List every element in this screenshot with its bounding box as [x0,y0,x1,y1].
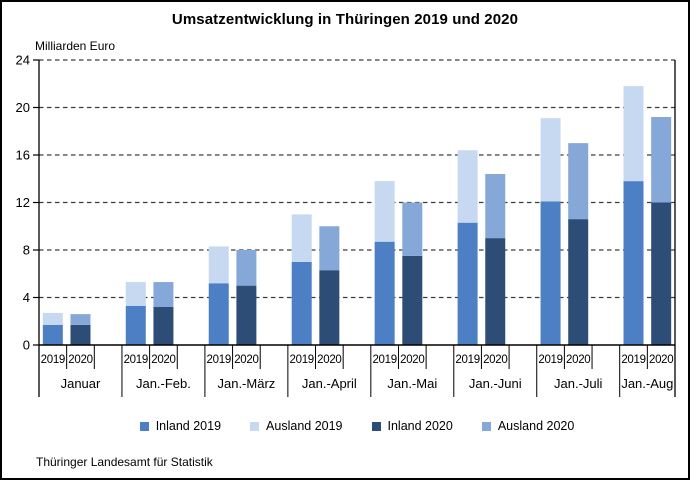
bar-segment-inland-2019-Jan.-Feb. [125,305,146,345]
bar-segment-inland-2020-Jan.-Mai [402,255,423,345]
legend-label: Ausland 2019 [266,419,343,433]
year-label-2019-Jan.-Feb.: 2019 [124,354,148,366]
bar-segment-inland-2019-Jan.-April [291,261,312,345]
bar-segment-inland-2020-Jan.-April [319,270,340,345]
bar-segment-inland-2019-Jan.-Juli [540,201,561,345]
legend: Inland 2019 Ausland 2019 Inland 2020 Aus… [39,419,675,433]
legend-swatch-ausland-2019-icon [250,421,260,431]
bar-segment-inland-2020-Jan.-Juli [568,219,589,345]
bar-segment-inland-2020-Jan.-Aug [651,202,672,345]
legend-swatch-inland-2019-icon [139,421,149,431]
y-tick-label-20: 20 [16,100,30,115]
y-axis-unit-label: Milliarden Euro [35,39,116,53]
bar-segment-ausland-2020-Jan.-Mai [402,202,423,256]
year-label-2020-Jan.-Juli: 2020 [566,354,590,366]
year-label-2019-Januar: 2019 [41,354,65,366]
y-tick-label-24: 24 [16,53,30,68]
category-label-Jan.-Juni: Jan.-Juni [469,376,522,391]
y-tick-label-4: 4 [23,290,30,305]
year-label-2020-Jan.-Juni: 2020 [483,354,507,366]
bar-segment-ausland-2019-Jan.-Feb. [125,282,146,306]
legend-item-ausland-2020: Ausland 2020 [481,419,575,433]
y-tick-label-8: 8 [23,243,30,258]
bar-segment-ausland-2019-Jan.-Juli [540,118,561,202]
year-label-2019-Jan.-Aug: 2019 [621,354,645,366]
legend-item-inland-2019: Inland 2019 [139,419,222,433]
year-label-2019-Jan.-März: 2019 [207,354,231,366]
category-label-Januar: Januar [61,376,101,391]
bar-segment-inland-2020-Januar [70,324,91,345]
bar-segment-ausland-2020-Jan.-April [319,226,340,271]
legend-label: Ausland 2020 [497,419,575,433]
bar-segment-ausland-2019-Januar [42,312,63,325]
year-label-2020-Jan.-Aug: 2020 [649,354,673,366]
year-label-2019-Jan.-Juni: 2019 [455,354,479,366]
bar-segment-ausland-2019-Jan.-Juni [457,150,478,223]
y-tick-label-0: 0 [23,338,30,353]
y-tick-label-12: 12 [16,195,30,210]
bar-segment-inland-2020-Jan.-Juni [485,238,506,345]
year-label-2020-Jan.-April: 2020 [317,354,341,366]
source-note: Thüringer Landesamt für Statistik [36,455,213,469]
legend-item-ausland-2019: Ausland 2019 [250,419,343,433]
bar-segment-inland-2019-Jan.-Mai [374,241,395,345]
bar-segment-ausland-2020-Januar [70,314,91,325]
category-label-Jan.-März: Jan.-März [217,376,275,391]
bar-segment-ausland-2019-Jan.-März [208,246,229,284]
bar-segment-inland-2020-Jan.-Feb. [153,307,174,345]
year-label-2019-Jan.-Juli: 2019 [538,354,562,366]
bar-segment-ausland-2020-Jan.-März [236,250,257,286]
legend-item-inland-2020: Inland 2020 [371,419,453,433]
bar-segment-ausland-2019-Jan.-Mai [374,181,395,242]
bar-segment-inland-2019-Jan.-Juni [457,222,478,345]
year-label-2020-Jan.-Feb.: 2020 [151,354,175,366]
bar-segment-inland-2019-Jan.-März [208,283,229,345]
bar-segment-inland-2020-Jan.-März [236,285,257,345]
legend-label: Inland 2019 [155,419,222,433]
year-label-2019-Jan.-Mai: 2019 [372,354,396,366]
year-label-2020-Jan.-März: 2020 [234,354,258,366]
bar-segment-ausland-2020-Jan.-Aug [651,117,672,203]
bar-segment-ausland-2020-Jan.-Juni [485,174,506,239]
year-label-2019-Jan.-April: 2019 [290,354,314,366]
legend-label: Inland 2020 [387,419,453,433]
category-label-Jan.-Feb.: Jan.-Feb. [136,376,191,391]
bar-segment-ausland-2020-Jan.-Juli [568,143,589,220]
category-label-Jan.-Aug: Jan.-Aug [621,376,673,391]
bar-segment-inland-2019-Jan.-Aug [623,181,644,345]
category-label-Jan.-Juli: Jan.-Juli [554,376,603,391]
bar-segment-ausland-2020-Jan.-Feb. [153,282,174,307]
y-tick-label-16: 16 [16,148,30,163]
year-label-2020-Januar: 2020 [68,354,92,366]
legend-swatch-ausland-2020-icon [481,421,491,431]
bar-segment-ausland-2019-Jan.-Aug [623,86,644,182]
category-label-Jan.-Mai: Jan.-Mai [387,376,437,391]
legend-swatch-inland-2020-icon [371,421,381,431]
category-label-Jan.-April: Jan.-April [302,376,357,391]
bar-segment-ausland-2019-Jan.-April [291,214,312,262]
year-label-2020-Jan.-Mai: 2020 [400,354,424,366]
bar-segment-inland-2019-Januar [42,324,63,345]
chart-title: Umsatzentwicklung in Thüringen 2019 und … [171,11,519,28]
